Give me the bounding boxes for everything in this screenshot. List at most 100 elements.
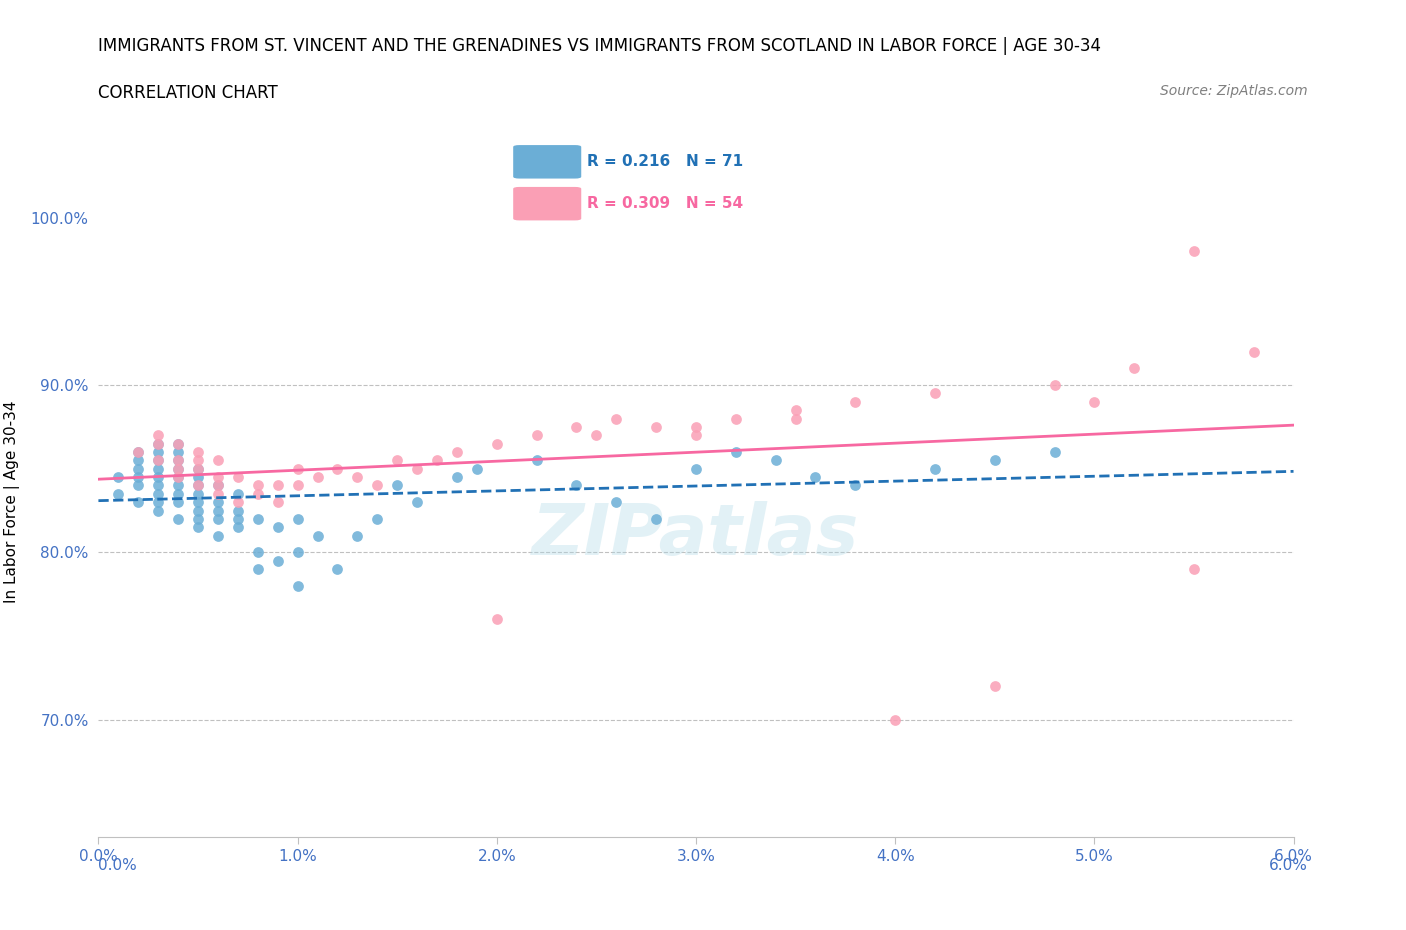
Point	[645, 419, 668, 434]
Point	[605, 495, 627, 510]
Point	[167, 436, 190, 451]
FancyBboxPatch shape	[513, 145, 581, 179]
Point	[287, 578, 309, 593]
Point	[148, 436, 170, 451]
Point	[287, 545, 309, 560]
Point	[685, 428, 707, 443]
Point	[426, 453, 449, 468]
Point	[187, 445, 209, 459]
Point	[167, 453, 190, 468]
Point	[724, 445, 747, 459]
FancyBboxPatch shape	[513, 187, 581, 220]
Point	[207, 470, 229, 485]
Point	[924, 386, 946, 401]
Point	[346, 528, 368, 543]
Point	[127, 470, 149, 485]
Point	[724, 411, 747, 426]
Point	[207, 478, 229, 493]
Point	[187, 512, 209, 526]
Point	[127, 461, 149, 476]
Point	[307, 470, 329, 485]
Point	[167, 436, 190, 451]
Text: 0.0%: 0.0%	[98, 857, 138, 872]
Point	[685, 419, 707, 434]
Point	[765, 453, 787, 468]
Point	[366, 512, 388, 526]
Point	[148, 453, 170, 468]
Point	[187, 478, 209, 493]
Point	[526, 453, 548, 468]
Point	[167, 445, 190, 459]
Point	[207, 495, 229, 510]
Point	[385, 478, 409, 493]
Point	[465, 461, 488, 476]
Point	[446, 470, 468, 485]
Point	[307, 528, 329, 543]
Point	[167, 461, 190, 476]
Point	[107, 486, 129, 501]
Point	[983, 453, 1005, 468]
Text: R = 0.216   N = 71: R = 0.216 N = 71	[588, 154, 744, 169]
Point	[187, 520, 209, 535]
Point	[127, 445, 149, 459]
Point	[226, 520, 249, 535]
Point	[167, 486, 190, 501]
Point	[207, 503, 229, 518]
Point	[148, 428, 170, 443]
Point	[346, 470, 368, 485]
Point	[844, 478, 866, 493]
Point	[207, 453, 229, 468]
Point	[127, 445, 149, 459]
Point	[226, 486, 249, 501]
Point	[207, 486, 229, 501]
Point	[565, 419, 588, 434]
Text: 6.0%: 6.0%	[1268, 857, 1308, 872]
Text: R = 0.309   N = 54: R = 0.309 N = 54	[588, 196, 744, 211]
Point	[148, 486, 170, 501]
Point	[246, 512, 269, 526]
Point	[167, 461, 190, 476]
Text: CORRELATION CHART: CORRELATION CHART	[98, 84, 278, 101]
Point	[804, 470, 827, 485]
Point	[167, 512, 190, 526]
Point	[167, 470, 190, 485]
Point	[187, 461, 209, 476]
Point	[167, 478, 190, 493]
Point	[446, 445, 468, 459]
Point	[287, 512, 309, 526]
Point	[246, 486, 269, 501]
Point	[246, 545, 269, 560]
Point	[983, 679, 1005, 694]
Point	[148, 461, 170, 476]
Point	[287, 478, 309, 493]
Point	[267, 553, 290, 568]
Point	[187, 470, 209, 485]
Point	[785, 411, 807, 426]
Text: IMMIGRANTS FROM ST. VINCENT AND THE GRENADINES VS IMMIGRANTS FROM SCOTLAND IN LA: IMMIGRANTS FROM ST. VINCENT AND THE GREN…	[98, 37, 1101, 55]
Point	[127, 495, 149, 510]
Point	[844, 394, 866, 409]
Point	[267, 478, 290, 493]
Point	[148, 453, 170, 468]
Point	[127, 478, 149, 493]
Point	[1043, 445, 1066, 459]
Point	[406, 461, 429, 476]
Point	[246, 478, 269, 493]
Point	[1123, 361, 1146, 376]
Point	[148, 436, 170, 451]
Point	[148, 495, 170, 510]
Point	[924, 461, 946, 476]
Point	[406, 495, 429, 510]
Point	[207, 528, 229, 543]
Point	[685, 461, 707, 476]
Point	[187, 478, 209, 493]
Point	[287, 461, 309, 476]
Point	[148, 478, 170, 493]
Point	[167, 453, 190, 468]
Point	[267, 520, 290, 535]
Point	[226, 495, 249, 510]
Text: ZIPatlas: ZIPatlas	[533, 501, 859, 570]
Point	[645, 512, 668, 526]
Point	[187, 486, 209, 501]
Point	[526, 428, 548, 443]
